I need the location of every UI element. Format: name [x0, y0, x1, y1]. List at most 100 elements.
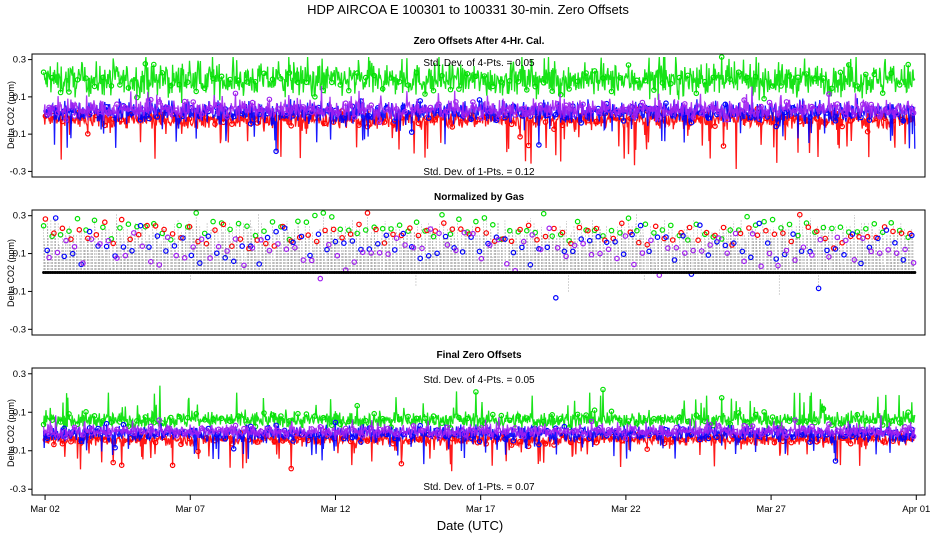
point-purple [105, 237, 112, 244]
point-red [127, 236, 134, 243]
point-purple [402, 242, 408, 248]
point-purple [181, 98, 188, 105]
point-blue [476, 438, 483, 445]
point-green [413, 415, 420, 422]
point-blue [154, 233, 161, 239]
point-red [525, 142, 532, 149]
point-purple [868, 430, 875, 436]
point-purple [419, 245, 425, 252]
point-purple [605, 107, 612, 113]
point-green [312, 212, 318, 219]
point-purple [732, 428, 739, 435]
point-blue [544, 244, 551, 251]
point-green [549, 233, 556, 239]
point-purple [173, 252, 180, 259]
point-green [871, 71, 878, 78]
point-purple [783, 247, 790, 254]
point-purple [546, 110, 553, 117]
point-red [771, 439, 778, 446]
point-purple [664, 110, 671, 117]
point-purple [131, 230, 137, 236]
point-red [712, 123, 718, 130]
stat-1pt: Std. Dev. of 1-Pts. = 0.07 [423, 482, 535, 493]
point-red [449, 124, 456, 130]
point-green [464, 415, 471, 422]
point-green [278, 75, 284, 82]
point-purple [732, 107, 739, 114]
point-purple [334, 252, 341, 259]
point-purple [851, 256, 858, 263]
point-purple [512, 425, 519, 431]
point-purple [614, 430, 620, 437]
point-purple [80, 108, 86, 114]
point-purple [148, 258, 154, 265]
point-purple [478, 425, 485, 431]
point-purple [393, 235, 400, 242]
point-blue [629, 231, 635, 238]
point-purple [317, 423, 324, 430]
point-red [534, 237, 540, 243]
point-purple [834, 427, 841, 434]
point-purple [164, 426, 171, 432]
y-tick-label: 0.1 [13, 407, 26, 418]
point-purple [758, 103, 764, 110]
point-green [227, 418, 233, 425]
point-purple [71, 113, 78, 119]
point-green [481, 420, 488, 427]
point-green [210, 75, 216, 82]
point-purple [800, 425, 807, 432]
point-purple [868, 248, 875, 255]
point-purple [588, 107, 595, 114]
point-green [651, 415, 657, 422]
point-red [839, 123, 846, 130]
point-green [405, 413, 411, 420]
point-green [540, 418, 547, 425]
point-purple [809, 423, 815, 430]
point-blue [146, 244, 152, 250]
panel-final: Final Zero Offsets Delta CO2 (ppm) 0.3 0.… [6, 350, 926, 496]
point-purple [868, 101, 875, 108]
point-red [712, 434, 718, 441]
point-blue [620, 118, 627, 124]
point-blue [408, 129, 415, 135]
point-green [57, 419, 64, 425]
point-green [786, 73, 793, 79]
point-purple [588, 418, 595, 425]
point-purple [520, 433, 527, 440]
point-red [102, 219, 108, 226]
point-green [634, 227, 640, 234]
point-green [769, 83, 776, 89]
point-green [557, 415, 564, 422]
point-red [449, 226, 456, 233]
point-green [574, 411, 581, 418]
point-green [396, 78, 403, 85]
point-red [661, 440, 668, 447]
point-green [642, 221, 649, 228]
point-green [337, 421, 344, 428]
point-purple [707, 104, 714, 110]
point-blue [714, 434, 720, 441]
point-green [744, 213, 750, 220]
point-purple [419, 107, 425, 114]
point-blue [841, 252, 847, 258]
point-blue [120, 244, 127, 250]
point-green [829, 85, 835, 92]
point-green [388, 75, 394, 81]
panel-title: Final Zero Offsets [436, 350, 521, 361]
point-purple [580, 432, 586, 438]
point-purple [571, 427, 578, 434]
point-purple [597, 250, 603, 257]
point-blue [69, 250, 76, 257]
point-red [585, 227, 591, 234]
point-green [693, 221, 700, 228]
point-green [193, 210, 200, 216]
point-red [330, 226, 337, 233]
point-purple [88, 430, 95, 436]
point-purple [436, 230, 442, 237]
series-line-purple [43, 85, 916, 123]
point-purple [681, 101, 688, 107]
point-purple [131, 106, 137, 112]
point-green [286, 70, 293, 76]
point-purple [317, 109, 324, 115]
point-purple [80, 260, 86, 266]
